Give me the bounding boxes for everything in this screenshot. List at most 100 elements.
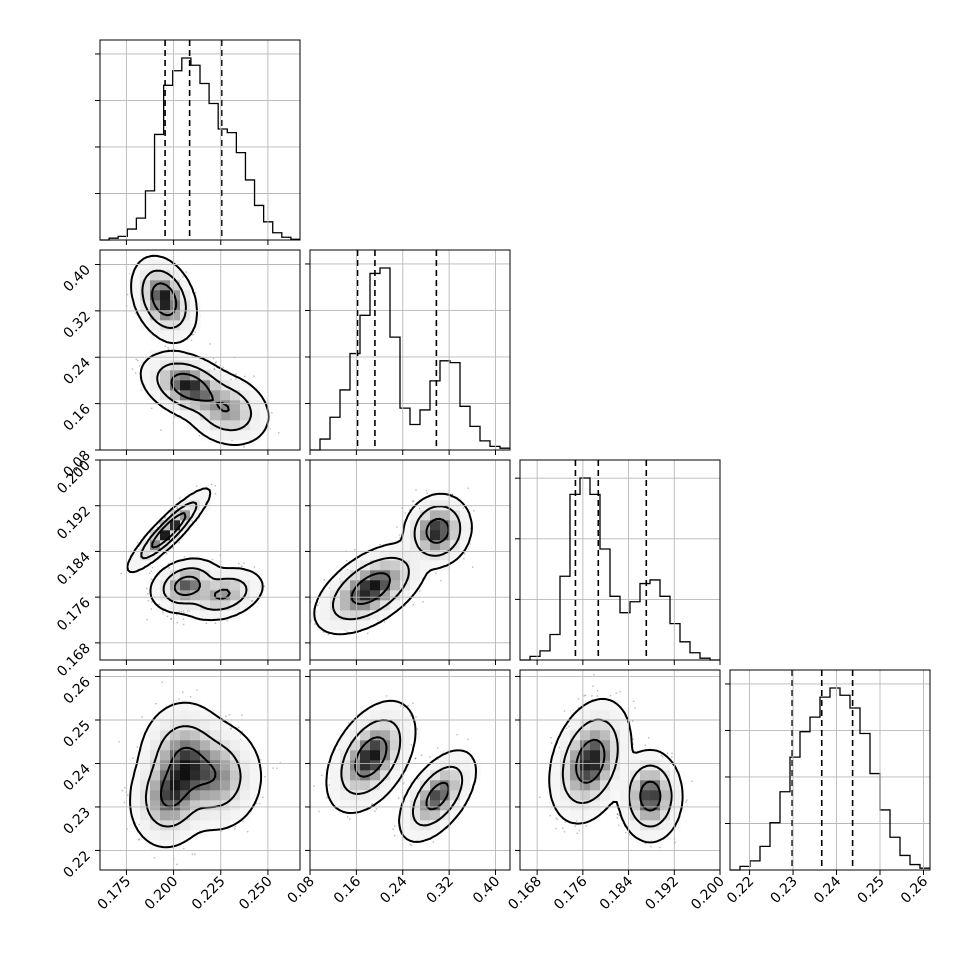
density-cell bbox=[170, 380, 181, 391]
density-cell bbox=[170, 560, 181, 571]
sample-point bbox=[175, 505, 178, 508]
sample-point bbox=[243, 446, 245, 448]
density-cell bbox=[190, 490, 201, 501]
hist-bar bbox=[840, 695, 850, 870]
density-cell bbox=[170, 590, 181, 601]
density-cell bbox=[140, 260, 151, 271]
hist-bar bbox=[440, 361, 450, 450]
density-cell bbox=[160, 380, 171, 391]
density-cell bbox=[200, 410, 211, 421]
hist-bar bbox=[460, 406, 470, 450]
density-cell bbox=[160, 400, 171, 411]
hist-panel-3-frame bbox=[729, 669, 931, 871]
density-cell bbox=[180, 280, 191, 291]
density-cell bbox=[190, 380, 201, 391]
hist-panel-2-ticks bbox=[515, 477, 721, 665]
density-cell bbox=[190, 610, 201, 621]
density-cell bbox=[260, 410, 271, 421]
hist-bar bbox=[910, 865, 920, 870]
sample-point bbox=[209, 343, 211, 345]
density-cell bbox=[210, 580, 221, 591]
sample-point bbox=[469, 527, 472, 530]
sample-point bbox=[167, 563, 170, 565]
density-cell bbox=[160, 350, 171, 361]
density-cell bbox=[190, 570, 201, 581]
density-cell bbox=[230, 430, 241, 441]
density-cell bbox=[250, 390, 261, 401]
hist-bar bbox=[880, 810, 890, 870]
density-cell bbox=[200, 390, 211, 401]
sample-point bbox=[183, 612, 185, 614]
sample-point bbox=[137, 309, 140, 312]
density-cell bbox=[230, 590, 241, 601]
density-cell bbox=[170, 280, 181, 291]
hist-panel-1-grid bbox=[355, 250, 496, 450]
hist-panel-3-grid bbox=[749, 670, 924, 870]
density-cell bbox=[240, 410, 251, 421]
hist-bar bbox=[610, 596, 620, 660]
sample-point bbox=[178, 541, 180, 544]
density-cell bbox=[170, 350, 181, 361]
sample-point bbox=[222, 366, 224, 369]
density-cell bbox=[140, 370, 151, 381]
hist-bar bbox=[750, 861, 760, 870]
hist-bar bbox=[800, 732, 810, 870]
density-cell bbox=[260, 420, 271, 431]
hist-bar bbox=[860, 734, 870, 871]
hist-panel-1 bbox=[310, 250, 510, 451]
sample-point bbox=[136, 359, 139, 362]
sample-point bbox=[185, 271, 187, 273]
sample-point bbox=[194, 291, 197, 294]
pair-panel-0-1-frame bbox=[99, 249, 301, 451]
sample-point bbox=[251, 600, 253, 602]
hist-bar bbox=[430, 381, 440, 450]
density-cell bbox=[140, 290, 151, 301]
hist-panel-3-ticks: 0.22 0.23 0.24 0.25 0.26 bbox=[724, 683, 931, 907]
density-cell bbox=[150, 260, 161, 271]
density-cell bbox=[210, 380, 221, 391]
hist-bar bbox=[255, 205, 264, 240]
sample-point bbox=[249, 439, 252, 442]
sample-point bbox=[215, 361, 217, 363]
sample-point bbox=[191, 334, 193, 336]
density-cell bbox=[200, 370, 211, 381]
density-cell bbox=[220, 390, 231, 401]
sample-point bbox=[154, 529, 157, 531]
density-cell bbox=[180, 290, 191, 301]
density-cell bbox=[250, 430, 261, 441]
sample-point bbox=[158, 522, 161, 524]
x-tick-label: 0.24 bbox=[811, 873, 844, 906]
density-cell bbox=[150, 360, 161, 371]
density-cell bbox=[200, 360, 211, 371]
density-cell bbox=[200, 490, 211, 501]
sample-point bbox=[182, 618, 185, 620]
hist-bar bbox=[600, 549, 610, 660]
hist-panel-2-frame bbox=[519, 459, 721, 661]
density-cell bbox=[230, 580, 241, 591]
y-tick-label: 0.184 bbox=[54, 549, 94, 589]
x-tick-label: 0.25 bbox=[854, 874, 887, 907]
hist-bar bbox=[560, 576, 570, 660]
density-cell bbox=[210, 610, 221, 621]
density-cell bbox=[190, 410, 201, 421]
density-cell bbox=[230, 390, 241, 401]
contour-level-2 bbox=[126, 487, 264, 622]
hist-panel-0-grid bbox=[125, 40, 269, 240]
sample-point bbox=[182, 623, 185, 626]
sample-point bbox=[158, 603, 160, 606]
sample-point bbox=[231, 439, 233, 442]
density-cell bbox=[150, 590, 161, 601]
hist-bar bbox=[540, 651, 550, 660]
density-cell bbox=[140, 560, 151, 571]
density-cell bbox=[230, 410, 241, 421]
sample-point bbox=[214, 622, 217, 624]
sample-point bbox=[263, 585, 266, 588]
sample-point bbox=[192, 333, 195, 336]
density-cell bbox=[220, 420, 231, 431]
y-tick-label: 0.24 bbox=[60, 355, 93, 388]
hist-bar bbox=[320, 439, 330, 450]
sample-point bbox=[150, 407, 153, 410]
hist-outline bbox=[730, 687, 930, 871]
sample-point bbox=[161, 609, 164, 612]
sample-point bbox=[198, 434, 201, 437]
